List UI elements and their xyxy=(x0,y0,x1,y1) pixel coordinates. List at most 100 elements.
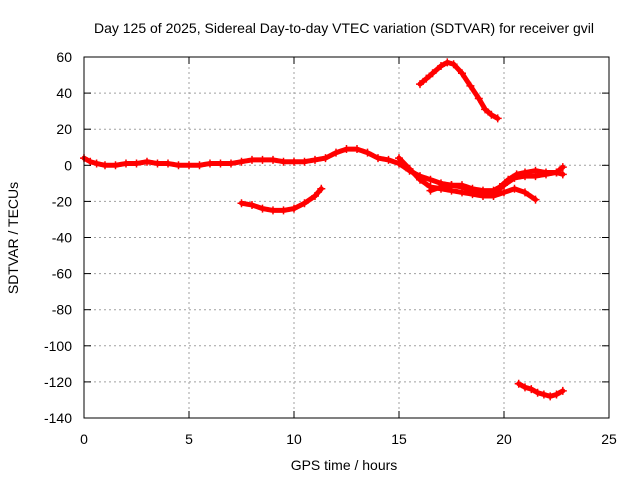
data-point xyxy=(363,148,372,157)
data-point xyxy=(248,155,256,164)
data-point xyxy=(481,105,490,114)
y-tick-label: -120 xyxy=(44,374,72,390)
data-point xyxy=(153,159,162,168)
data-point xyxy=(426,175,435,184)
data-point xyxy=(248,201,256,210)
series-lower-arc xyxy=(237,184,326,215)
chart-title: Day 125 of 2025, Sidereal Day-to-day VTE… xyxy=(94,20,594,36)
series-late-arc-C xyxy=(489,163,567,199)
data-point xyxy=(447,181,456,190)
data-point xyxy=(558,170,567,179)
data-point xyxy=(86,157,95,166)
data-point xyxy=(395,154,403,163)
data-point xyxy=(300,157,309,166)
data-point xyxy=(258,204,267,213)
data-point xyxy=(493,114,502,123)
data-point xyxy=(374,154,382,163)
y-tick-label: -40 xyxy=(52,230,72,246)
data-point xyxy=(521,172,529,181)
data-layer xyxy=(80,58,567,401)
y-tick-label: -100 xyxy=(44,338,72,354)
series-upper-arc xyxy=(416,58,502,123)
y-tick-label: 40 xyxy=(56,85,72,101)
data-point xyxy=(311,191,319,200)
data-point xyxy=(437,182,445,191)
data-point xyxy=(164,159,172,168)
data-point xyxy=(311,155,319,164)
data-point xyxy=(552,390,561,399)
data-point xyxy=(269,206,277,215)
data-point xyxy=(487,110,496,119)
data-point xyxy=(237,199,246,208)
data-point xyxy=(468,184,477,193)
data-point xyxy=(185,161,193,170)
data-point xyxy=(458,188,466,197)
data-point xyxy=(384,155,393,164)
y-tick-label: 60 xyxy=(56,49,72,65)
data-point xyxy=(539,390,548,399)
data-point xyxy=(290,204,298,213)
data-point xyxy=(174,161,183,170)
tick-layer: 60 40 20 0 -20 -40 -60 -80 -100 -120 -140 0 5 10 15 20 2… xyxy=(44,49,617,447)
data-point xyxy=(443,58,452,67)
data-point xyxy=(521,188,529,197)
data-point xyxy=(300,199,309,208)
data-point xyxy=(405,164,414,173)
data-point xyxy=(458,181,466,190)
data-point xyxy=(227,159,235,168)
data-point xyxy=(489,190,498,199)
data-point xyxy=(332,148,340,157)
x-tick-label: 0 xyxy=(80,431,88,447)
data-point xyxy=(122,159,130,168)
data-point xyxy=(428,69,437,78)
x-tick-label: 10 xyxy=(286,431,302,447)
data-point xyxy=(552,168,561,177)
data-point xyxy=(317,184,326,193)
grid-layer xyxy=(84,57,609,418)
data-point xyxy=(101,161,109,170)
data-point xyxy=(500,188,508,197)
data-point xyxy=(92,159,101,168)
y-axis-label: SDTVAR / TECUs xyxy=(5,182,21,294)
x-tick-label: 5 xyxy=(185,431,193,447)
data-point xyxy=(290,157,298,166)
data-point xyxy=(466,81,475,90)
data-point xyxy=(426,186,435,195)
y-tick-label: -80 xyxy=(52,302,72,318)
x-tick-label: 25 xyxy=(601,431,617,447)
data-point xyxy=(558,386,567,395)
data-point xyxy=(474,94,483,103)
data-point xyxy=(258,155,267,164)
data-point xyxy=(132,159,141,168)
series-bottom-arc xyxy=(514,379,567,401)
data-point xyxy=(449,60,458,69)
data-point xyxy=(479,186,487,195)
data-point xyxy=(279,157,288,166)
data-point xyxy=(416,175,424,184)
x-tick-label: 20 xyxy=(496,431,512,447)
data-point xyxy=(521,383,529,392)
data-point xyxy=(510,184,519,193)
data-point xyxy=(531,172,540,181)
y-tick-label: 20 xyxy=(56,121,72,137)
data-point xyxy=(269,155,277,164)
data-point xyxy=(514,379,523,388)
data-point xyxy=(216,159,225,168)
data-point xyxy=(195,161,204,170)
data-point xyxy=(458,69,466,78)
data-point xyxy=(342,145,351,154)
data-point xyxy=(279,206,288,215)
series-band xyxy=(417,59,501,121)
data-point xyxy=(422,74,431,83)
data-point xyxy=(437,62,445,71)
data-point xyxy=(237,157,246,166)
data-point xyxy=(111,161,120,170)
data-point xyxy=(206,159,214,168)
data-point xyxy=(416,80,424,89)
data-point xyxy=(542,170,550,179)
y-tick-label: -20 xyxy=(52,193,72,209)
data-point xyxy=(533,388,542,397)
y-tick-label: 0 xyxy=(64,157,72,173)
x-tick-label: 15 xyxy=(391,431,407,447)
